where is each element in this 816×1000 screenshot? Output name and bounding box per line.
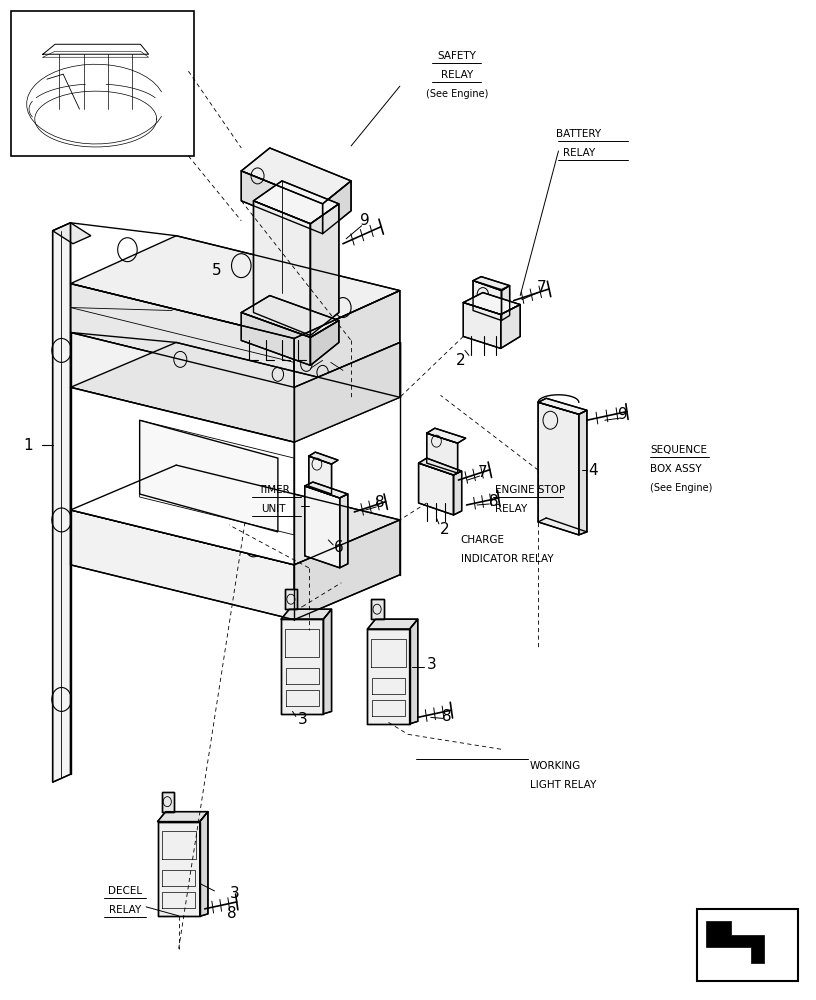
Bar xyxy=(697,909,798,981)
Polygon shape xyxy=(242,148,351,204)
Text: (See Engine): (See Engine) xyxy=(650,483,712,493)
Polygon shape xyxy=(140,420,278,532)
Polygon shape xyxy=(427,428,466,443)
Polygon shape xyxy=(162,792,174,812)
Text: RELAY: RELAY xyxy=(441,70,473,80)
Polygon shape xyxy=(70,284,294,387)
Text: RELAY: RELAY xyxy=(563,148,595,158)
Text: SAFETY: SAFETY xyxy=(437,51,477,61)
Text: 4: 4 xyxy=(588,463,598,478)
Text: LIGHT RELAY: LIGHT RELAY xyxy=(530,780,596,790)
Text: 2: 2 xyxy=(440,522,450,537)
Polygon shape xyxy=(473,277,510,290)
Text: BATTERY: BATTERY xyxy=(557,129,601,139)
Text: 2: 2 xyxy=(456,353,466,368)
Polygon shape xyxy=(419,458,462,475)
Polygon shape xyxy=(308,456,331,494)
Polygon shape xyxy=(579,410,587,535)
Polygon shape xyxy=(454,471,462,515)
Text: 8: 8 xyxy=(442,709,452,724)
Polygon shape xyxy=(501,305,521,348)
Polygon shape xyxy=(242,296,339,337)
Text: (See Engine): (See Engine) xyxy=(426,89,488,99)
Text: DECEL: DECEL xyxy=(108,886,142,896)
Text: WORKING: WORKING xyxy=(530,761,581,771)
Polygon shape xyxy=(310,204,339,335)
Polygon shape xyxy=(538,402,579,535)
Polygon shape xyxy=(242,171,322,234)
Polygon shape xyxy=(52,223,91,244)
Text: INDICATOR RELAY: INDICATOR RELAY xyxy=(461,554,553,564)
Text: 3: 3 xyxy=(427,657,437,672)
Text: BOX ASSY: BOX ASSY xyxy=(650,464,702,474)
Text: UNIT: UNIT xyxy=(262,504,286,514)
Polygon shape xyxy=(707,921,765,963)
Polygon shape xyxy=(419,463,454,515)
Polygon shape xyxy=(463,293,521,315)
Text: 3: 3 xyxy=(230,886,240,901)
Polygon shape xyxy=(538,398,587,414)
Bar xyxy=(11,11,194,156)
Polygon shape xyxy=(200,812,208,916)
Text: CHARGE: CHARGE xyxy=(461,535,505,545)
Polygon shape xyxy=(322,181,351,234)
Text: SEQUENCE: SEQUENCE xyxy=(650,445,707,455)
Text: 8: 8 xyxy=(489,494,499,509)
Text: 9: 9 xyxy=(360,213,370,228)
Text: 1: 1 xyxy=(24,438,33,453)
Polygon shape xyxy=(304,482,348,498)
Text: 9: 9 xyxy=(618,407,628,422)
Polygon shape xyxy=(286,589,297,609)
Text: 5: 5 xyxy=(212,263,222,278)
Polygon shape xyxy=(294,342,400,442)
Polygon shape xyxy=(43,44,149,54)
Text: 6: 6 xyxy=(334,540,344,555)
Polygon shape xyxy=(70,342,400,442)
Polygon shape xyxy=(157,812,208,822)
Polygon shape xyxy=(70,510,294,620)
Polygon shape xyxy=(463,303,501,348)
Text: 7: 7 xyxy=(478,465,488,480)
Text: 8: 8 xyxy=(227,906,237,921)
Polygon shape xyxy=(427,433,458,473)
Polygon shape xyxy=(308,452,338,464)
Text: RELAY: RELAY xyxy=(495,504,527,514)
Polygon shape xyxy=(70,236,400,338)
Polygon shape xyxy=(339,494,348,568)
Text: 8: 8 xyxy=(375,495,384,510)
Text: 7: 7 xyxy=(537,280,546,295)
Polygon shape xyxy=(70,332,294,442)
Text: RELAY: RELAY xyxy=(109,905,141,915)
Polygon shape xyxy=(282,609,331,619)
Polygon shape xyxy=(323,609,331,714)
Polygon shape xyxy=(242,313,310,365)
Polygon shape xyxy=(304,486,339,568)
Text: TIMER: TIMER xyxy=(258,485,290,495)
Polygon shape xyxy=(254,181,339,224)
Text: 3: 3 xyxy=(297,712,307,727)
Polygon shape xyxy=(371,599,384,619)
Polygon shape xyxy=(254,201,310,335)
Polygon shape xyxy=(473,281,502,320)
Polygon shape xyxy=(282,619,323,714)
Polygon shape xyxy=(502,286,510,320)
Polygon shape xyxy=(410,619,418,724)
Text: ENGINE STOP: ENGINE STOP xyxy=(495,485,565,495)
Polygon shape xyxy=(70,387,294,565)
Polygon shape xyxy=(310,320,339,365)
Polygon shape xyxy=(367,629,410,724)
Polygon shape xyxy=(52,223,70,782)
Polygon shape xyxy=(367,619,418,629)
Polygon shape xyxy=(70,465,400,565)
Polygon shape xyxy=(157,822,200,916)
Polygon shape xyxy=(294,520,400,620)
Polygon shape xyxy=(294,291,400,387)
